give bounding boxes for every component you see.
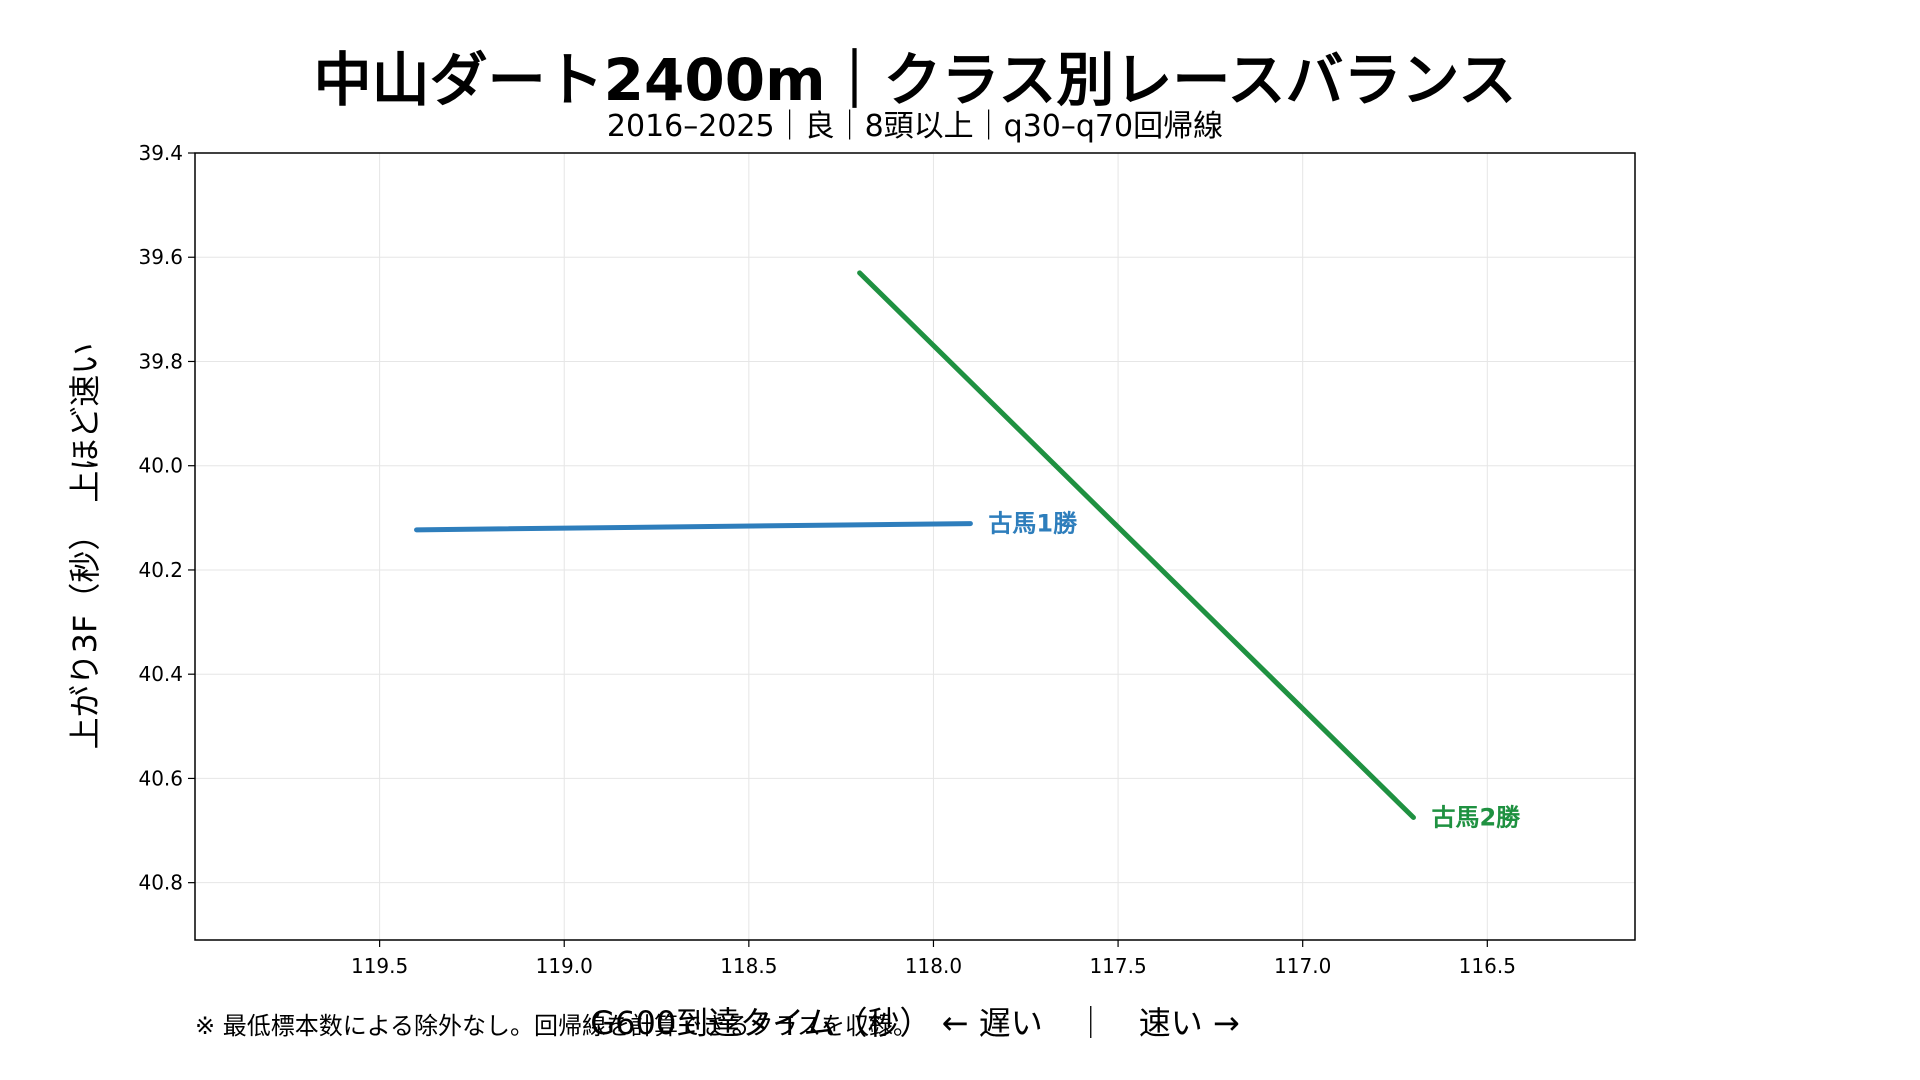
x-tick-label: 117.0 [1274,954,1331,978]
series-line [857,270,1416,821]
plot-frame [194,152,1636,941]
footnote: ※ 最低標本数による除外なし。回帰線を計算できるクラスを収録。 [195,1012,917,1040]
series-line [414,521,973,533]
x-tick-label: 119.0 [536,954,593,978]
x-tick-label: 116.5 [1459,954,1516,978]
y-tick-label: 39.6 [138,245,183,269]
x-axis-label: G600到達タイム（秒） ← 遅い ｜ 速い → [590,1004,1239,1042]
y-tick-label: 39.4 [138,141,183,165]
y-axis-label: 上がり3F（秒） 上ほど速い [66,343,104,750]
y-tick-label: 40.8 [138,871,183,895]
chart-subtitle: 2016–2025｜良｜8頭以上｜q30–q70回帰線 [607,109,1223,144]
y-axis-ticks: 39.4 39.6 39.8 40.0 40.2 40.4 40.6 40.8 [138,141,195,895]
x-tick-label: 118.0 [905,954,962,978]
y-tick-label: 40.2 [138,558,183,582]
chart-title: 中山ダート2400m｜クラス別レースバランス [314,46,1517,114]
grid [195,152,1635,940]
y-tick-label: 40.4 [138,662,183,686]
x-tick-label: 117.5 [1089,954,1146,978]
x-axis-ticks: 119.5 119.0 118.5 118.0 117.5 117.0 116.5 [351,940,1516,978]
x-tick-label: 119.5 [351,954,408,978]
series-label: 古馬1勝 [988,510,1078,538]
y-tick-label: 40.0 [138,454,183,478]
y-tick-label: 39.8 [138,349,183,373]
x-tick-label: 118.5 [720,954,777,978]
series-label: 古馬2勝 [1431,804,1521,832]
y-tick-label: 40.6 [138,766,183,790]
